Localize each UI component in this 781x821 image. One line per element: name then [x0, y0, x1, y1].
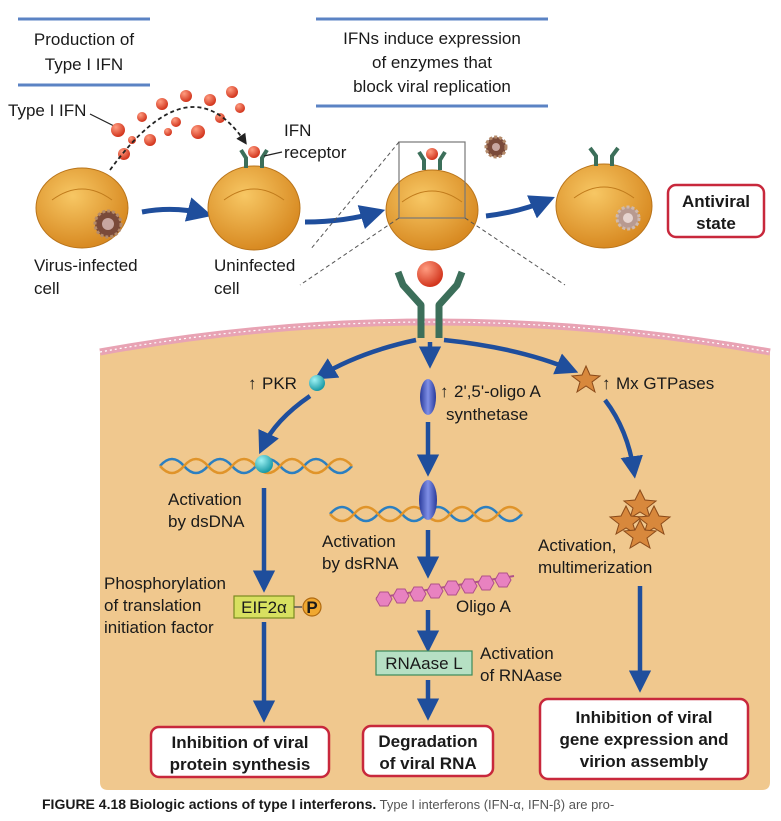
- phosphate-icon: [302, 597, 322, 617]
- outcome-oas-1: Degradation: [378, 732, 477, 751]
- caption-title: Biologic actions of type I interferons.: [129, 796, 377, 812]
- ifn-particles: [111, 86, 245, 160]
- header-induce-line3: block viral replication: [353, 77, 511, 96]
- pkr-pathway: ↑ PKR Activation by dsDNA Phosphorylatio…: [104, 374, 353, 779]
- antiviral-state-line1: Antiviral: [682, 192, 750, 211]
- outcome-oas-2: of viral RNA: [379, 754, 476, 773]
- caption-text: Type I interferons (IFN-α, IFN-β) are pr…: [379, 797, 615, 812]
- oligo-a-label: Oligo A: [456, 597, 511, 616]
- rnaase-l-box: [375, 650, 473, 676]
- figure-caption: FIGURE 4.18 Biologic actions of type I i…: [42, 796, 777, 812]
- phosphorylation-3: initiation factor: [104, 618, 214, 637]
- header-production-line2: Type I IFN: [45, 55, 123, 74]
- antiviral-state-box: Antiviral state: [666, 183, 766, 239]
- zoom-box: [398, 141, 466, 219]
- up-arrow-mx-icon: ↑: [602, 374, 611, 393]
- phosphorylation-1: Phosphorylation: [104, 574, 226, 593]
- uninfected-label-2: cell: [214, 279, 240, 298]
- type1-ifn-label: Type I IFN: [8, 101, 86, 120]
- oas-activation-2: by dsRNA: [322, 554, 399, 573]
- up-arrow-pkr-icon: ↑: [248, 374, 257, 393]
- ifn-receptor-label-1: IFN: [284, 121, 311, 140]
- rnaase-l-label: RNAase L: [385, 654, 462, 673]
- uninfected-cell: [207, 146, 301, 251]
- rnaase-activation-2: of RNAase: [480, 666, 562, 685]
- header-induce-line1: IFNs induce expression: [343, 29, 521, 48]
- mx-activation-1: Activation,: [538, 536, 616, 555]
- outcome-protein-synthesis: [149, 725, 331, 779]
- oas-label-1: 2',5'-oligo A: [454, 382, 541, 401]
- eif2a-label: EIF2α: [241, 598, 287, 617]
- virus-infected-label-1: Virus-infected: [34, 256, 138, 275]
- antiviral-cell: [555, 146, 653, 249]
- virus-icon: [93, 209, 123, 239]
- ifn-receptor-large: [394, 261, 466, 338]
- header-induce: IFNs induce expression of enzymes that b…: [316, 17, 548, 108]
- header-production: Production of Type I IFN: [18, 17, 150, 87]
- oas-label-2: synthetase: [446, 405, 528, 424]
- phosphate-label: P: [306, 598, 317, 617]
- caption-figure-number: FIGURE 4.18: [42, 796, 127, 812]
- mx-multimer-icon: [608, 488, 672, 550]
- uninfected-label-1: Uninfected: [214, 256, 295, 275]
- rnaase-activation-1: Activation: [480, 644, 554, 663]
- outcome-pkr-2: protein synthesis: [170, 755, 311, 774]
- dsdna-icon: [159, 455, 353, 475]
- virus-infected-label-2: cell: [34, 279, 60, 298]
- virus-icon-inhibited: [615, 205, 641, 231]
- mx-activation-2: multimerization: [538, 558, 652, 577]
- oligo-a-chain-icon: [375, 572, 515, 607]
- outcome-mx-3: virion assembly: [580, 752, 709, 771]
- oligoa-pathway: ↑ 2',5'-oligo A synthetase Activation by…: [322, 379, 562, 778]
- virus-infected-cell: [35, 167, 129, 249]
- outcome-mx-1: Inhibition of viral: [576, 708, 713, 727]
- mx-label: Mx GTPases: [616, 374, 714, 393]
- outcome-gene-expression: [538, 697, 750, 781]
- header-induce-line2: of enzymes that: [372, 53, 492, 72]
- outcome-rna-degradation: [361, 724, 495, 778]
- phosphorylation-2: of translation: [104, 596, 201, 615]
- virus-icon-free: [484, 135, 508, 159]
- ifn-receptor-label-2: receptor: [284, 143, 347, 162]
- signaling-cell: [385, 141, 479, 251]
- up-arrow-oas-icon: ↑: [440, 382, 449, 401]
- mx-star-icon: [570, 364, 602, 394]
- oas-activation-1: Activation: [322, 532, 396, 551]
- pkr-label: PKR: [262, 374, 297, 393]
- antiviral-state-line2: state: [696, 214, 736, 233]
- outcome-mx-2: gene expression and: [559, 730, 728, 749]
- pkr-activation-2: by dsDNA: [168, 512, 245, 531]
- ifn-receptor-icon: [239, 146, 269, 168]
- header-production-line1: Production of: [34, 30, 134, 49]
- mx-pathway: ↑ Mx GTPases Activation, multimerization…: [538, 364, 750, 781]
- dsrna-icon: [329, 480, 523, 523]
- outcome-pkr-1: Inhibition of viral: [172, 733, 309, 752]
- pkr-activation-1: Activation: [168, 490, 242, 509]
